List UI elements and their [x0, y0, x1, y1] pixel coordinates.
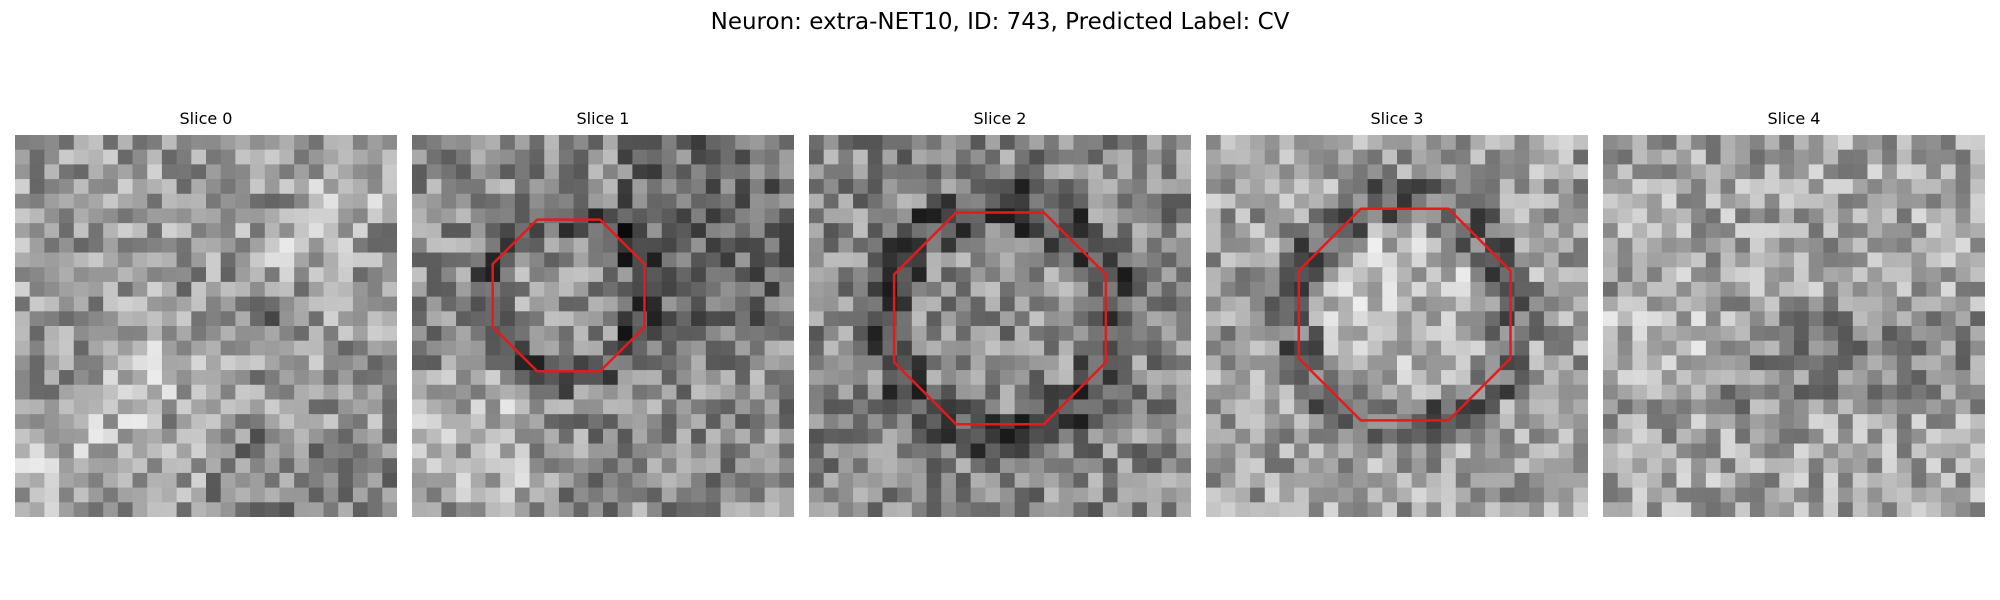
slice-2-contour [892, 211, 1108, 426]
slice-2-title: Slice 2 [973, 109, 1027, 128]
slice-4-image [1603, 135, 1985, 517]
slice-3-contour [1297, 207, 1512, 422]
slice-2-image [809, 135, 1191, 517]
slice-1-title: Slice 1 [576, 109, 630, 128]
slice-3-image [1206, 135, 1588, 517]
slice-0-image [15, 135, 397, 517]
slice-1-image [412, 135, 794, 517]
slice-1-contour [491, 218, 646, 373]
slice-3-title: Slice 3 [1370, 109, 1424, 128]
slice-4-title: Slice 4 [1767, 109, 1821, 128]
slice-0-title: Slice 0 [179, 109, 233, 128]
figure-title: Neuron: extra-NET10, ID: 743, Predicted … [710, 9, 1290, 35]
